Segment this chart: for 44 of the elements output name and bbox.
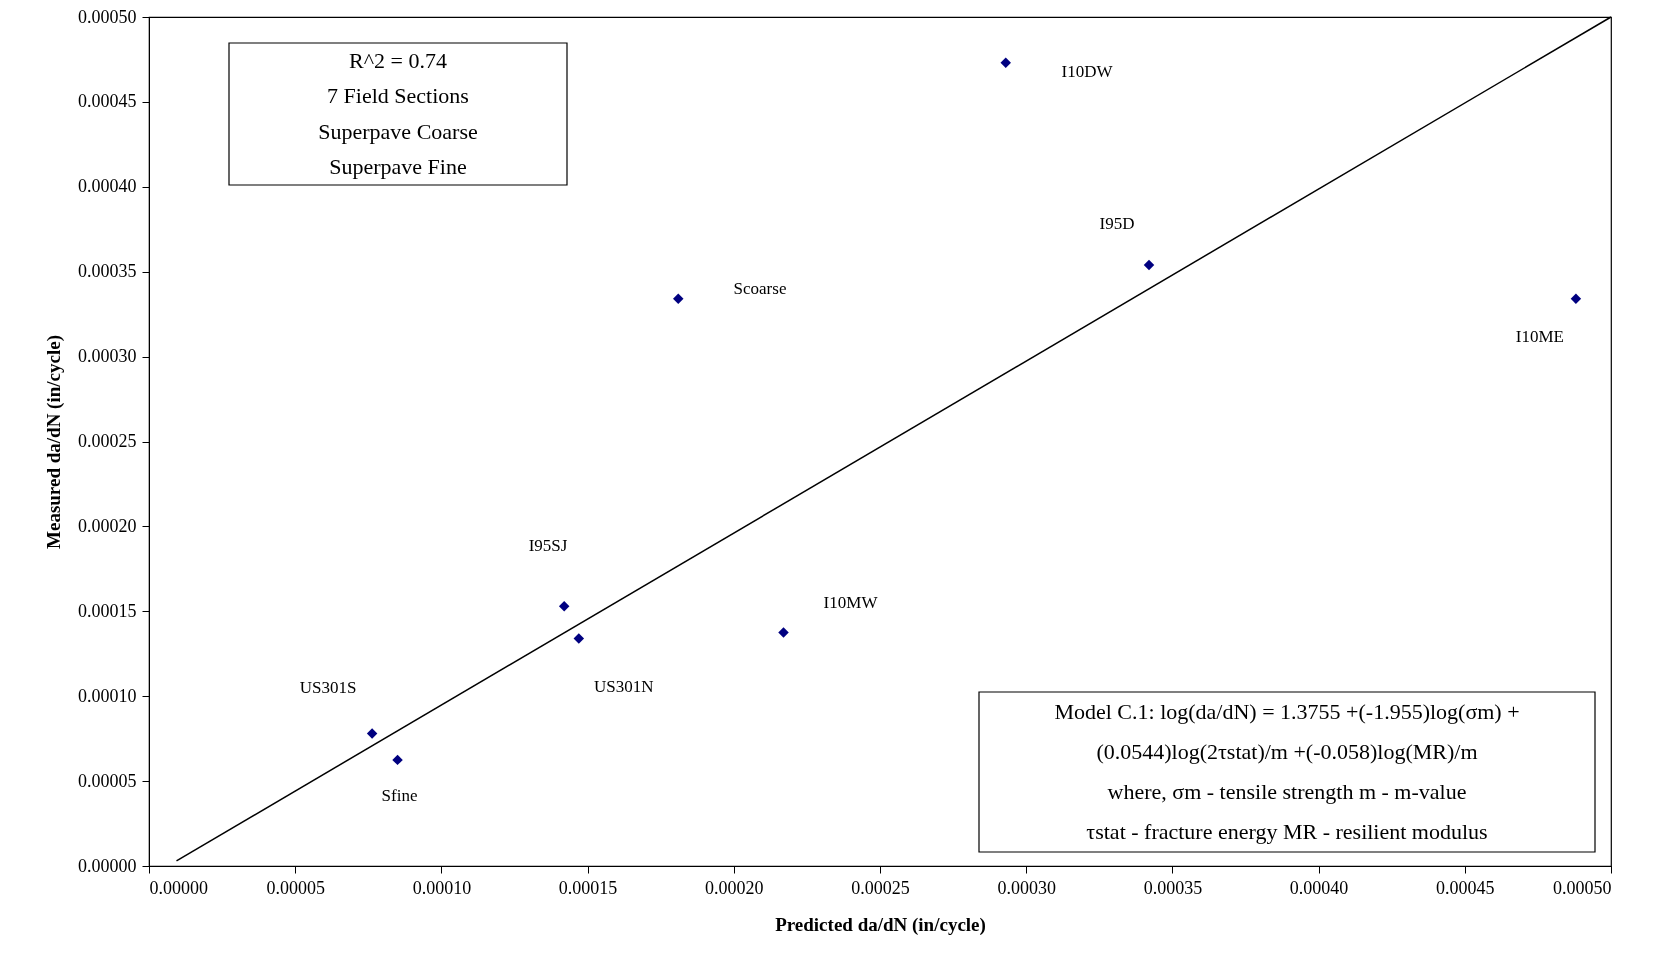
y-tick-label: 0.00050 — [78, 6, 137, 27]
point — [558, 600, 570, 612]
x-tick-label: 0.00040 — [1289, 877, 1349, 898]
x-tick-label: 0.00025 — [851, 877, 910, 898]
x-axis-title: Predicted da/dN (in/cycle) — [775, 913, 986, 936]
annotation: I10DW — [1061, 62, 1114, 81]
annotation: Model C.1: log(da/dN) = 1.3755 +(-1.955)log(σm) + (0.0544)log(2τstat)/m +(-0.058)log(MR)/m where, σm - tensile strength m - m-value τstat - fracture energy MR - resilient modulus — [1054, 699, 1520, 844]
y-tick-label: 0.00020 — [78, 515, 137, 536]
y-tick-label: 0.00030 — [78, 346, 137, 367]
y-tick-label: 0.00005 — [78, 770, 137, 791]
x-tick-label: 0.00020 — [705, 877, 764, 898]
annotation: Sfine — [381, 785, 418, 805]
x-tick-label: 0.00000 — [149, 877, 208, 898]
x-tick-label: 0.00030 — [997, 877, 1056, 898]
point — [1143, 259, 1155, 271]
annotation: I95SJ — [528, 536, 568, 555]
point — [673, 293, 684, 305]
point — [573, 633, 585, 644]
annotation: Scoarse — [733, 279, 787, 298]
point — [778, 627, 789, 638]
annotation: R^2 = 0.74 7 Field Sections Superpave Coarse Superpave Fine — [318, 47, 478, 180]
annotation: US301N — [594, 677, 654, 697]
y-tick-label: 0.00025 — [78, 431, 137, 451]
y-tick-label: 0.00035 — [78, 261, 137, 282]
point — [1000, 57, 1011, 69]
y-tick-label: 0.00015 — [78, 600, 137, 621]
y-axis-title: Measured da/dN (in/cycle) — [43, 335, 65, 549]
point — [392, 754, 403, 766]
x-tick-label: 0.00005 — [266, 877, 325, 898]
x-tick-label: 0.00010 — [412, 877, 472, 898]
point — [1570, 293, 1582, 305]
x-tick-label: 0.00015 — [558, 877, 618, 898]
annotation: I95D — [1099, 213, 1135, 233]
y-tick-label: 0.00045 — [78, 91, 137, 112]
annotation: I10MW — [823, 592, 879, 612]
y-tick-label: 0.00010 — [78, 685, 137, 706]
x-tick-label: 0.00050 — [1553, 877, 1612, 898]
annotation: US301S — [299, 677, 357, 697]
x-tick-label: 0.00035 — [1143, 877, 1203, 898]
x-tick-label: 0.00045 — [1436, 877, 1495, 898]
point — [366, 728, 378, 739]
annotation: I10ME — [1515, 326, 1564, 346]
y-tick-label: 0.00040 — [78, 176, 137, 197]
y-tick-label: 0.00000 — [78, 855, 137, 876]
